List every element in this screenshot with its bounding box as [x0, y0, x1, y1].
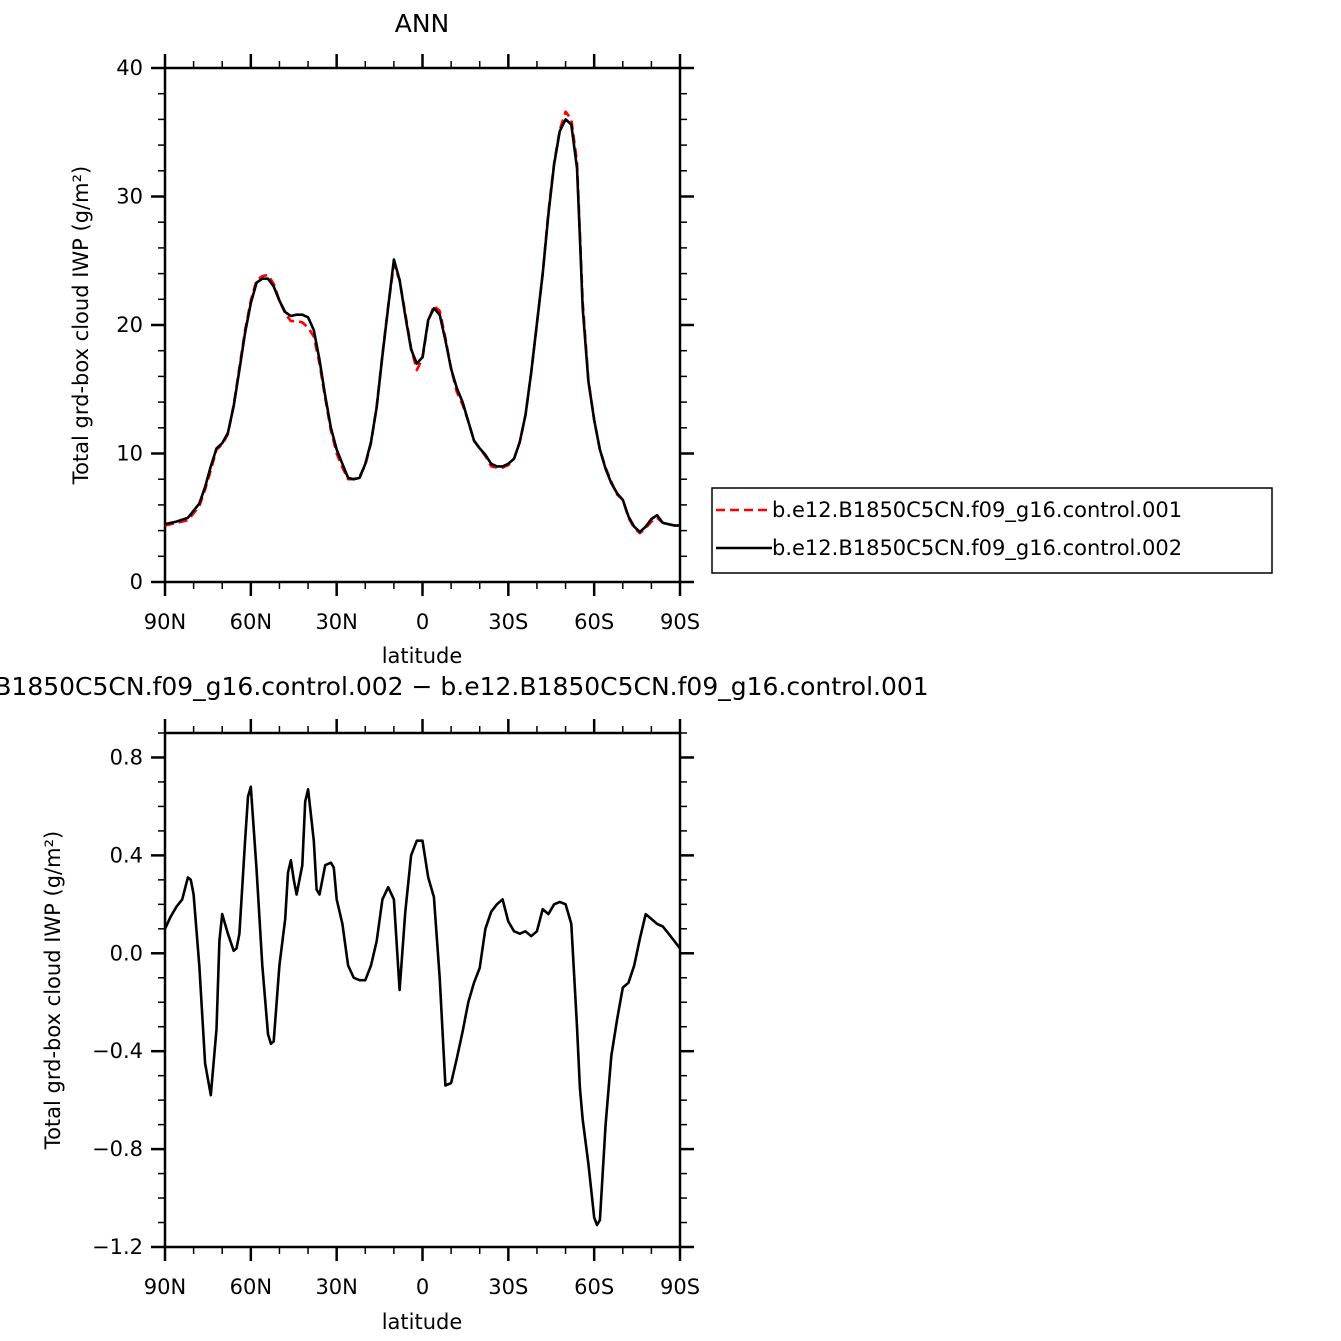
x-tick-label: 60S [574, 610, 614, 634]
x-tick-label: 90N [144, 1275, 186, 1299]
x-tick-label: 0 [416, 1275, 429, 1299]
y-tick-label: 40 [116, 56, 143, 80]
x-axis: 90N 60N 30N 0 30S 60S 90S [144, 719, 700, 1299]
y-axis: 0 10 20 30 40 [116, 56, 694, 594]
y-tick-label: −0.8 [92, 1137, 143, 1161]
series-lines [164, 110, 680, 535]
y-tick-label: 30 [116, 185, 143, 209]
x-tick-label: 60N [230, 610, 272, 634]
series-line-1 [164, 110, 680, 535]
x-tick-label: 90N [144, 610, 186, 634]
y-tick-label: 0.8 [110, 745, 143, 769]
x-tick-label: 90S [660, 1275, 700, 1299]
x-tick-label: 30S [488, 610, 528, 634]
y-tick-label: 10 [116, 442, 143, 466]
x-tick-label: 30N [315, 1275, 357, 1299]
x-tick-label: 30N [315, 610, 357, 634]
x-tick-label: 60S [574, 1275, 614, 1299]
chart-title: ANN [395, 9, 450, 38]
y-tick-label: 0.4 [110, 843, 143, 867]
bottom-panel: b.e12.B1850C5CN.f09_g16.control.002 − b.… [0, 672, 929, 1334]
y-tick-label: −0.4 [92, 1039, 143, 1063]
y-tick-label: −1.2 [92, 1235, 143, 1259]
x-axis-label: latitude [382, 644, 463, 668]
x-axis: 90N 60N 30N 0 30S 60S 90S [144, 54, 700, 634]
y-tick-label: 0.0 [110, 941, 143, 965]
y-axis-label: Total grd-box cloud IWP (g/m²) [41, 831, 65, 1150]
series-line-1 [163, 785, 682, 1227]
series-lines [163, 785, 682, 1227]
series-line-2 [164, 118, 680, 534]
y-tick-label: 0 [130, 570, 143, 594]
legend-box [711, 487, 1273, 574]
legend-label-001: b.e12.B1850C5CN.f09_g16.control.001 [772, 498, 1182, 523]
x-tick-label: 30S [488, 1275, 528, 1299]
x-tick-label: 90S [660, 610, 700, 634]
top-panel: ANN 0 10 20 30 40 90N 60N 30N 0 30S 60S 90S latitu… [69, 9, 700, 668]
legend-label-002: b.e12.B1850C5CN.f09_g16.control.002 [772, 536, 1182, 561]
x-tick-label: 60N [230, 1275, 272, 1299]
legend: b.e12.B1850C5CN.f09_g16.control.001 b.e1… [711, 487, 1273, 574]
plot-frame [163, 66, 682, 584]
y-axis: −1.2 −0.8 −0.4 0.0 0.4 0.8 [92, 732, 694, 1259]
y-tick-label: 20 [116, 313, 143, 337]
x-axis-label: latitude [382, 1310, 463, 1334]
y-axis-label: Total grd-box cloud IWP (g/m²) [69, 166, 93, 485]
difference-chart-title: b.e12.B1850C5CN.f09_g16.control.002 − b.… [0, 672, 929, 701]
x-tick-label: 0 [416, 610, 429, 634]
